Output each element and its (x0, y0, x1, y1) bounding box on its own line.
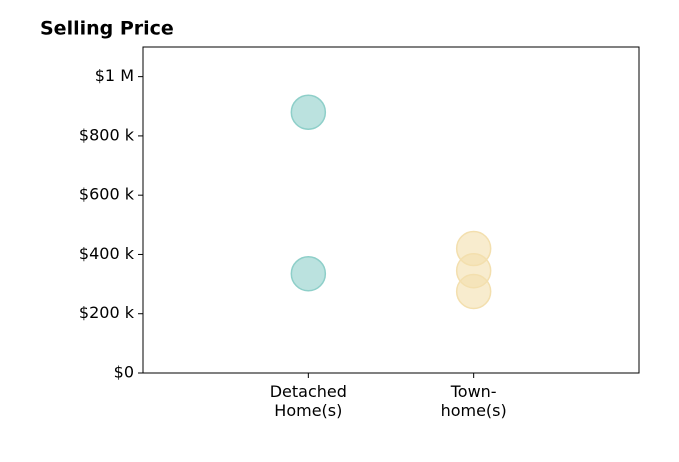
x-tick-label: Town- home(s) (440, 382, 507, 420)
point (290, 255, 327, 292)
chart-title: Selling Price (40, 18, 174, 40)
y-tick-label: $0 (114, 363, 134, 382)
point (290, 94, 327, 130)
y-tick-label: $200 k (79, 303, 135, 322)
point (455, 273, 492, 310)
y-tick-label: $600 k (79, 185, 135, 204)
y-tick-label: $800 k (79, 125, 135, 144)
plot-frame (142, 46, 640, 374)
x-tick-label: Detached Home(s) (269, 382, 347, 420)
y-tick-label: $400 k (79, 244, 135, 263)
y-tick-label: $1 M (95, 66, 134, 85)
